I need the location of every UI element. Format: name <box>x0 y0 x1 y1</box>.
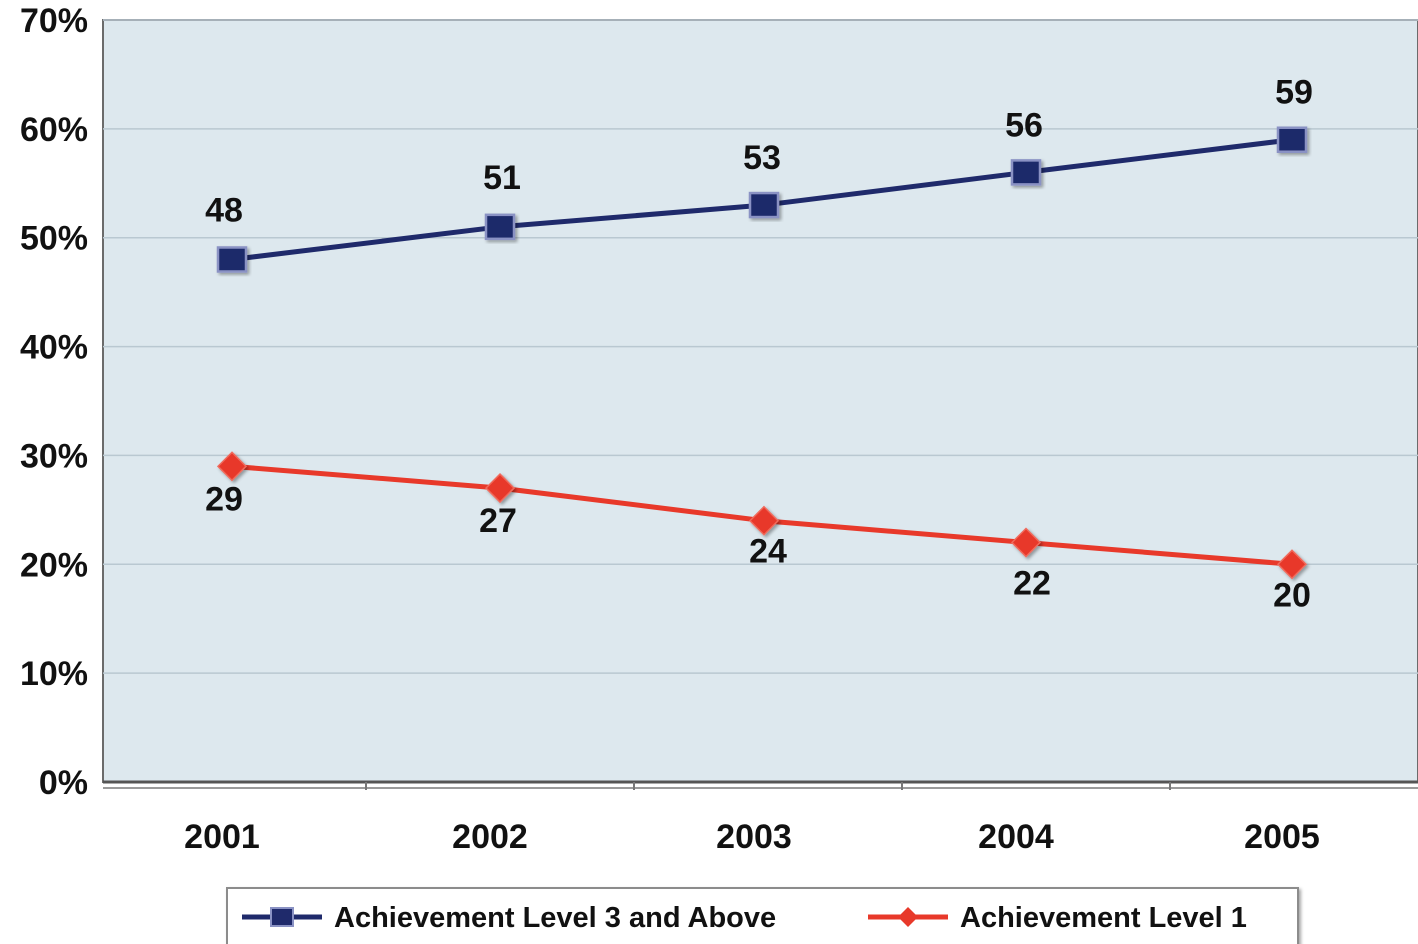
legend-marker <box>271 908 293 926</box>
x-tick-label: 2001 <box>184 818 260 856</box>
x-tick-label: 2004 <box>978 818 1054 856</box>
data-point <box>1278 128 1306 152</box>
y-tick-label: 70% <box>20 2 88 40</box>
x-tick-label: 2002 <box>452 818 528 856</box>
legend-label: Achievement Level 3 and Above <box>334 902 776 934</box>
y-tick-label: 0% <box>39 764 88 802</box>
y-tick-label: 20% <box>20 546 88 584</box>
y-tick-label: 40% <box>20 329 88 367</box>
data-label: 56 <box>1005 106 1043 144</box>
data-label: 59 <box>1275 74 1313 112</box>
y-tick-label: 30% <box>20 437 88 475</box>
data-point <box>486 215 514 239</box>
data-point <box>750 193 778 217</box>
y-tick-label: 50% <box>20 220 88 258</box>
data-label: 24 <box>749 533 787 571</box>
y-tick-label: 10% <box>20 655 88 693</box>
data-point <box>218 247 246 271</box>
data-point <box>1012 160 1040 184</box>
x-tick-label: 2003 <box>716 818 792 856</box>
data-label: 53 <box>743 139 781 177</box>
data-label: 22 <box>1013 565 1051 603</box>
data-label: 51 <box>483 159 521 197</box>
y-tick-label: 60% <box>20 111 88 149</box>
data-label: 20 <box>1273 576 1311 614</box>
x-tick-label: 2005 <box>1244 818 1320 856</box>
plot-area <box>103 20 1418 782</box>
data-label: 27 <box>479 502 517 540</box>
data-label: 29 <box>205 480 243 518</box>
legend-label: Achievement Level 1 <box>960 902 1247 934</box>
data-label: 48 <box>205 191 243 229</box>
